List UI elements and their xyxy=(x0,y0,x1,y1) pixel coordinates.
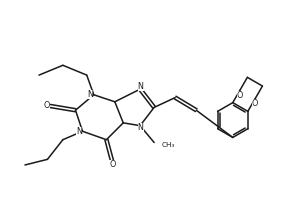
Text: N: N xyxy=(76,127,82,136)
Text: N: N xyxy=(138,82,143,91)
Text: O: O xyxy=(237,91,243,100)
Text: O: O xyxy=(252,99,258,108)
Text: N: N xyxy=(138,123,143,132)
Text: O: O xyxy=(110,160,116,169)
Text: O: O xyxy=(44,101,50,110)
Text: CH₃: CH₃ xyxy=(162,142,175,148)
Text: N: N xyxy=(87,90,93,99)
